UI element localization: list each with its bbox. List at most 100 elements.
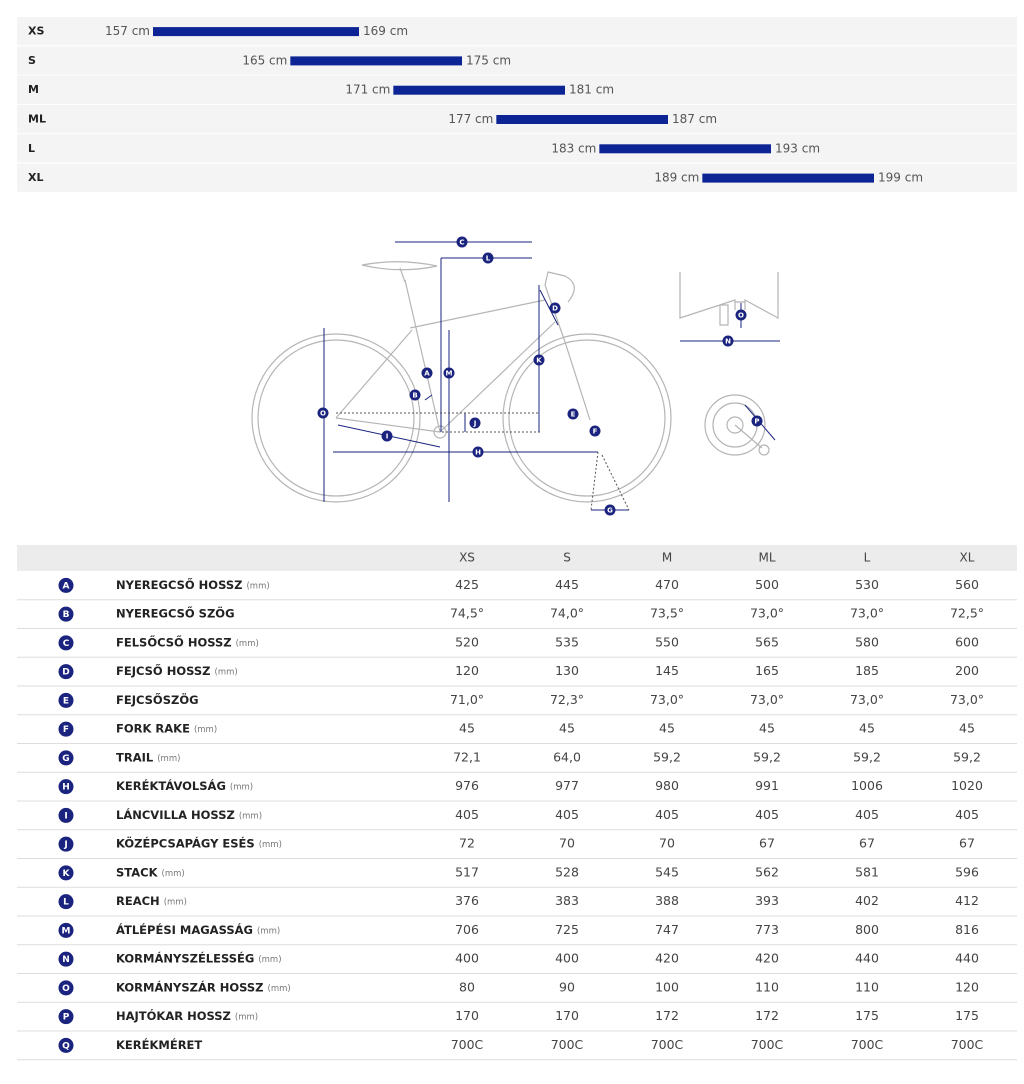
- diagram-marker: [533, 354, 545, 366]
- row-name: NYEREGCSŐ HOSSZ (mm): [116, 577, 270, 592]
- cell-value: 530: [855, 577, 879, 592]
- size-label: XL: [28, 171, 44, 184]
- row-name: KORMÁNYSZÉLESSÉG (mm): [116, 951, 282, 966]
- cell-value: 991: [755, 778, 779, 793]
- diagram-letter: L: [486, 255, 491, 263]
- cell-value: 72,3°: [550, 692, 584, 707]
- diagram-letter: M: [446, 370, 453, 378]
- size-bar: [290, 56, 462, 66]
- cell-value: 980: [655, 778, 679, 793]
- table-header: [17, 545, 1017, 571]
- bike-diagram: [251, 261, 779, 503]
- cell-value: 73,0°: [750, 692, 784, 707]
- cell-value: 170: [455, 1008, 479, 1023]
- cell-value: 74,5°: [450, 606, 484, 621]
- row-badge: [58, 721, 74, 737]
- diagram-letter: J: [473, 420, 477, 428]
- cell-value: 45: [559, 721, 575, 736]
- row-unit: (mm): [258, 955, 281, 965]
- row-letter: F: [63, 725, 69, 735]
- column-header: XL: [960, 551, 975, 565]
- cell-value: 440: [855, 951, 879, 966]
- cell-value: 562: [755, 864, 779, 879]
- column-header: XS: [459, 551, 475, 565]
- cell-value: 45: [759, 721, 775, 736]
- range-from: 171 cm: [345, 83, 390, 97]
- cell-value: 700C: [451, 1037, 484, 1052]
- cell-value: 67: [959, 836, 975, 851]
- dimension-lines: [323, 241, 780, 511]
- cell-value: 725: [555, 922, 579, 937]
- cell-value: 175: [855, 1008, 879, 1023]
- row-badge: [58, 865, 74, 881]
- cell-value: 700C: [551, 1037, 584, 1052]
- row-letter: P: [63, 1013, 70, 1023]
- row-name: REACH (mm): [116, 894, 187, 908]
- range-from: 189 cm: [654, 171, 699, 185]
- cell-value: 175: [955, 1008, 979, 1023]
- row-name: TRAIL (mm): [116, 750, 180, 764]
- cell-value: 80: [459, 979, 475, 994]
- row-name: FORK RAKE (mm): [116, 722, 217, 736]
- cell-value: 172: [655, 1008, 679, 1023]
- column-header: M: [662, 551, 672, 565]
- range-from: 157 cm: [105, 24, 150, 38]
- row-name: FELSŐCSŐ HOSSZ (mm): [116, 634, 259, 649]
- diagram-letter: G: [607, 507, 613, 515]
- cell-value: 405: [555, 807, 579, 822]
- row-badge: [58, 894, 74, 910]
- diagram-letter: K: [536, 357, 542, 365]
- cell-value: 500: [755, 577, 779, 592]
- cell-value: 388: [655, 893, 679, 908]
- diagram-marker: [456, 236, 468, 248]
- diagram-letter: P: [754, 418, 759, 426]
- cell-value: 74,0°: [550, 606, 584, 621]
- row-letter: J: [63, 840, 67, 850]
- cell-value: 110: [855, 979, 879, 994]
- row-letter: A: [63, 581, 70, 591]
- size-bar: [393, 85, 565, 95]
- cell-value: 73,0°: [850, 692, 884, 707]
- row-unit: (mm): [236, 638, 259, 648]
- diagram-marker: [751, 415, 763, 427]
- cell-value: 170: [555, 1008, 579, 1023]
- row-name: LÁNCVILLA HOSSZ (mm): [116, 807, 262, 822]
- cell-value: 976: [455, 778, 479, 793]
- cell-value: 470: [655, 577, 679, 592]
- diagram-marker: [469, 417, 481, 429]
- cell-value: 172: [755, 1008, 779, 1023]
- row-unit: (mm): [257, 926, 280, 936]
- cell-value: 700C: [651, 1037, 684, 1052]
- diagram-marker: [722, 335, 734, 347]
- cell-value: 700C: [751, 1037, 784, 1052]
- cell-value: 420: [755, 951, 779, 966]
- row-letter: G: [62, 754, 69, 764]
- cell-value: 596: [955, 864, 979, 879]
- cell-value: 747: [655, 922, 679, 937]
- cell-value: 800: [855, 922, 879, 937]
- diagram-letter: A: [424, 370, 430, 378]
- row-letter: I: [64, 811, 67, 821]
- cell-value: 816: [955, 922, 979, 937]
- cell-value: 376: [455, 893, 479, 908]
- cell-value: 67: [859, 836, 875, 851]
- row-badge: [58, 1037, 74, 1053]
- range-to: 199 cm: [878, 171, 923, 185]
- cell-value: 1020: [951, 778, 983, 793]
- diagram-marker: [381, 430, 393, 442]
- cell-value: 59,2: [653, 749, 681, 764]
- diagram-marker: [549, 302, 561, 314]
- cell-value: 545: [655, 864, 679, 879]
- cell-value: 72: [459, 836, 475, 851]
- size-label: XS: [28, 25, 44, 38]
- cell-value: 45: [959, 721, 975, 736]
- diagram-letter: H: [475, 449, 481, 457]
- row-badge: [58, 1009, 74, 1025]
- row-unit: (mm): [157, 753, 180, 763]
- range-to: 187 cm: [672, 112, 717, 126]
- column-header: S: [563, 551, 571, 565]
- row-badge: [58, 664, 74, 680]
- row-name: FEJCSŐSZÖG: [116, 692, 199, 707]
- diagram-marker: [589, 425, 601, 437]
